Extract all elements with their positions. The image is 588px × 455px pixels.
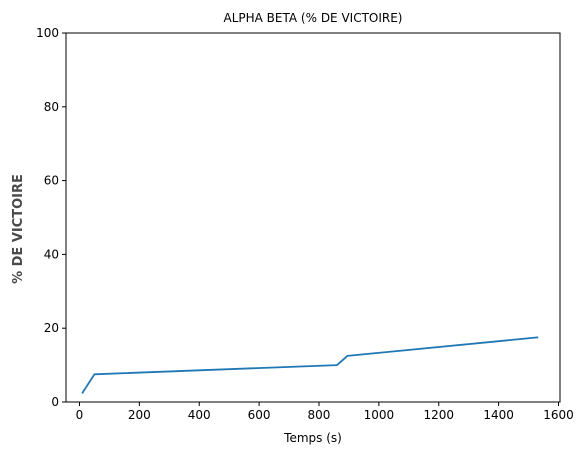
x-tick-label: 1000 xyxy=(364,408,395,422)
y-axis: 0 20 40 60 80 100 xyxy=(36,26,66,409)
x-axis-title: Temps (s) xyxy=(283,431,342,445)
x-axis: 0 200 400 600 800 1000 1200 1400 1600 xyxy=(76,402,574,422)
y-tick-label: 0 xyxy=(51,395,59,409)
chart-title: ALPHA BETA (% DE VICTOIRE) xyxy=(224,11,403,25)
x-tick-label: 1200 xyxy=(423,408,454,422)
x-tick-label: 600 xyxy=(248,408,271,422)
x-tick-label: 1400 xyxy=(483,408,514,422)
plot-series xyxy=(81,336,539,394)
x-tick-label: 0 xyxy=(76,408,84,422)
x-tick-label: 200 xyxy=(128,408,151,422)
y-tick-label: 80 xyxy=(44,100,59,114)
plot-frame xyxy=(65,32,561,403)
y-tick-label: 40 xyxy=(44,247,59,261)
series-line xyxy=(81,336,539,394)
x-tick-label: 800 xyxy=(308,408,331,422)
y-tick-label: 20 xyxy=(44,321,59,335)
y-axis-title: % DE VICTOIRE xyxy=(11,174,26,284)
x-tick-label: 400 xyxy=(188,408,211,422)
x-tick-label: 1600 xyxy=(543,408,574,422)
y-tick-label: 60 xyxy=(44,174,59,188)
y-tick-label: 100 xyxy=(36,26,59,40)
